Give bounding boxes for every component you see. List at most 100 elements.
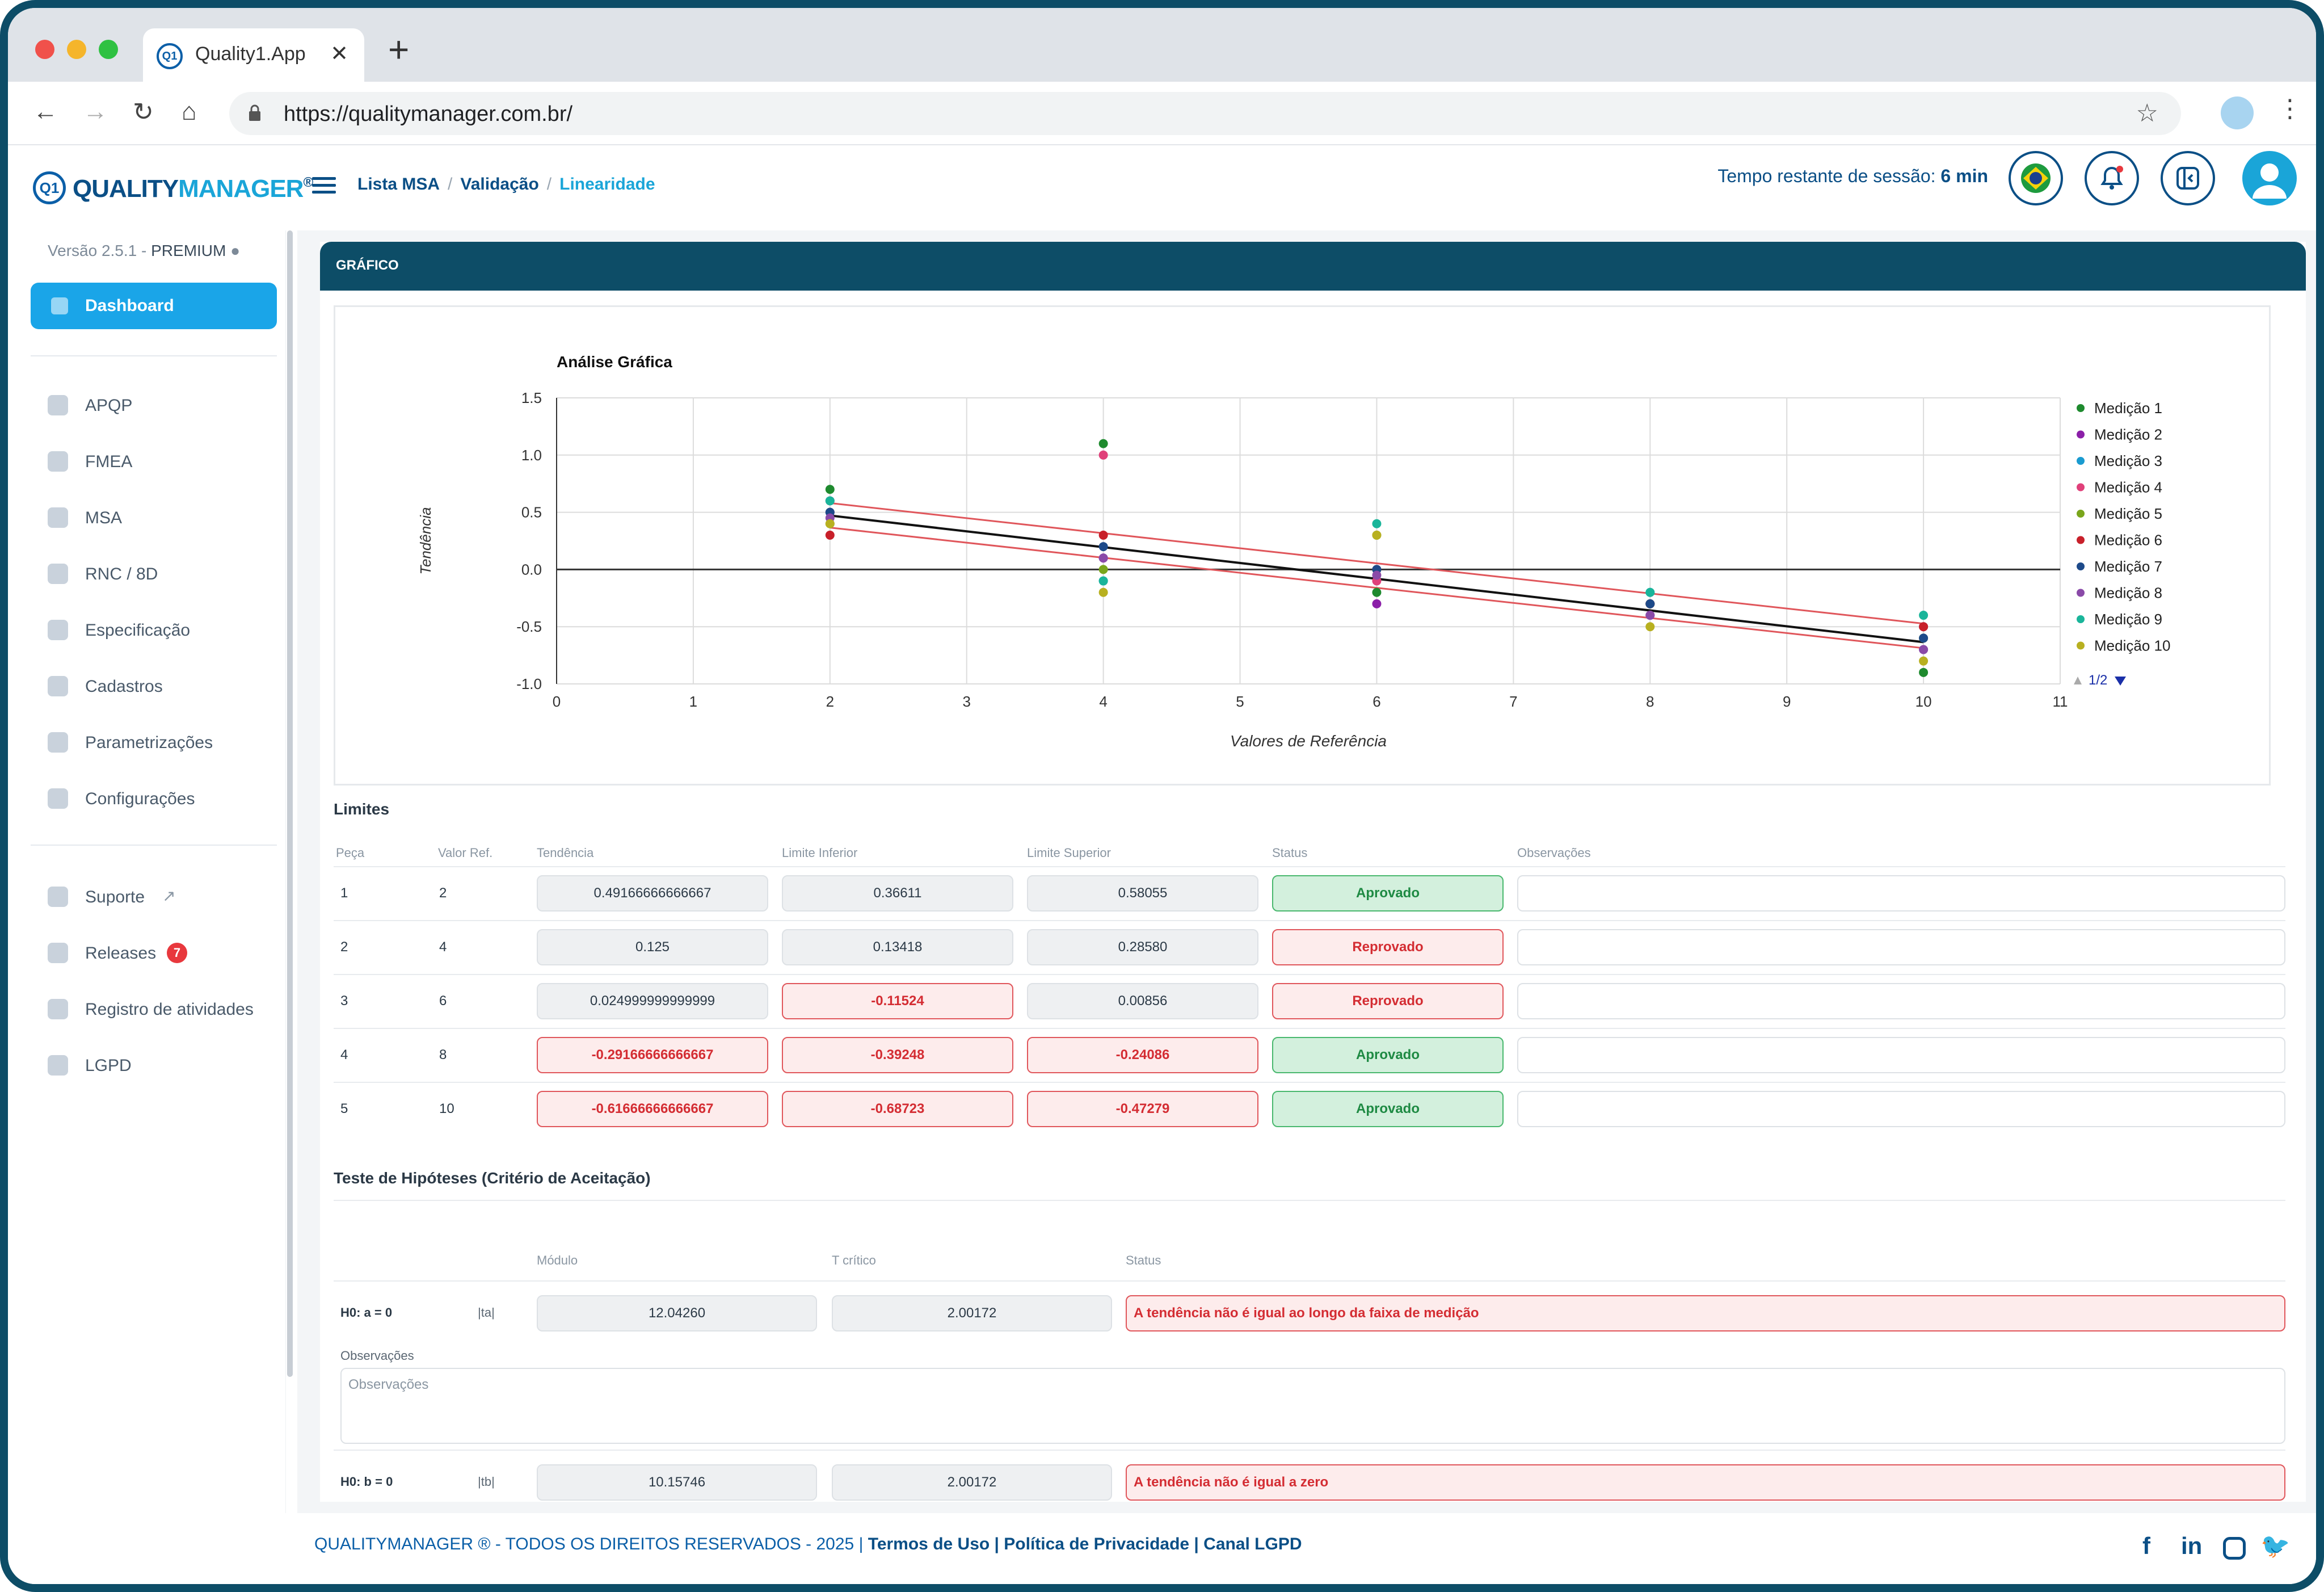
data-point — [1645, 611, 1655, 620]
sidebar-scrollbar[interactable] — [287, 230, 293, 1377]
row-observacoes-input[interactable] — [1517, 1091, 2285, 1127]
browser-toolbar: ← → ↻ ⌂ https://qualitymanager.com.br/ ☆… — [8, 82, 2316, 145]
session-timer: Tempo restante de sessão: 6 min — [1717, 166, 1988, 186]
breadcrumb-lista-msa[interactable]: Lista MSA — [357, 175, 440, 194]
minimize-window-button[interactable] — [67, 40, 86, 59]
sidebar-item-label: APQP — [85, 396, 133, 415]
data-point — [1098, 576, 1108, 586]
row-limite-inferior-field[interactable]: -0.39248 — [782, 1037, 1013, 1073]
h0b-tcritico-field[interactable]: 2.00172 — [832, 1464, 1112, 1501]
back-arrow-icon[interactable]: ← — [33, 98, 58, 125]
row-peca: 3 — [340, 993, 348, 1009]
row-observacoes-input[interactable] — [1517, 1037, 2285, 1073]
sidebar-item-label: Cadastros — [85, 677, 163, 696]
data-point — [1372, 587, 1382, 597]
row-limite-inferior-field[interactable]: -0.11524 — [782, 983, 1013, 1019]
sidebar-item-label: LGPD — [85, 1056, 132, 1075]
row-observacoes-input[interactable] — [1517, 875, 2285, 911]
linkedin-icon[interactable]: in — [2181, 1532, 2203, 1559]
observations-textarea[interactable]: Observações — [340, 1368, 2285, 1444]
h0b-modulo-field[interactable]: 10.15746 — [537, 1464, 817, 1501]
rnc-icon — [48, 564, 68, 584]
user-icon — [2253, 163, 2287, 199]
logo-text: QUALITYMANAGER® — [73, 175, 313, 203]
sidebar-item-dashboard[interactable]: Dashboard — [31, 283, 277, 329]
row-tendencia-field[interactable]: -0.61666666666667 — [537, 1091, 768, 1127]
data-point — [825, 496, 835, 506]
apqp-icon — [48, 395, 68, 415]
row-observacoes-input[interactable] — [1517, 929, 2285, 965]
col-peca: Peça — [336, 846, 365, 860]
sidebar-item-label: MSA — [85, 509, 123, 527]
row-limite-superior-field[interactable]: 0.00856 — [1027, 983, 1258, 1019]
row-limite-superior-field[interactable]: 0.58055 — [1027, 875, 1258, 911]
y-tick-label: -1.0 — [516, 675, 542, 692]
bookmark-star-icon[interactable]: ☆ — [2136, 99, 2158, 127]
row-limite-inferior-field[interactable]: 0.36611 — [782, 875, 1013, 911]
language-flag-button[interactable] — [2009, 151, 2063, 205]
y-tick-label: 0.5 — [521, 504, 542, 521]
sidebar-item-label: Especificação — [85, 621, 191, 640]
breadcrumb-separator: / — [448, 175, 453, 194]
h0a-modulo-field[interactable]: 12.04260 — [537, 1295, 817, 1331]
row-limite-superior-field[interactable]: 0.28580 — [1027, 929, 1258, 965]
main-content: GRÁFICO Análise Gráfica 0 1 2 3 4 5 6 7 8 9 10 11 -1.… — [297, 230, 2316, 1513]
data-point — [1098, 587, 1108, 597]
row-tendencia-field[interactable]: 0.49166666666667 — [537, 875, 768, 911]
instagram-icon[interactable] — [2223, 1537, 2246, 1560]
collapse-panel-button[interactable] — [2161, 151, 2215, 205]
close-window-button[interactable] — [35, 40, 54, 59]
data-point — [1098, 553, 1108, 563]
data-point — [1098, 439, 1108, 448]
x-tick-label: 11 — [2053, 693, 2068, 710]
app-header: Q1 QUALITYMANAGER® Lista MSA / Validação / L… — [8, 145, 2316, 230]
reload-icon[interactable]: ↻ — [133, 98, 154, 126]
row-tendencia-field[interactable]: -0.29166666666667 — [537, 1037, 768, 1073]
row-tendencia-field[interactable]: 0.125 — [537, 929, 768, 965]
hamburger-menu-icon[interactable] — [312, 177, 336, 195]
forward-arrow-icon[interactable]: → — [83, 98, 108, 125]
breadcrumb-validacao[interactable]: Validação — [460, 175, 539, 194]
row-status-badge: Reprovado — [1272, 983, 1504, 1019]
col-limite-inferior: Limite Inferior — [782, 846, 858, 860]
row-limite-superior-field[interactable]: -0.47279 — [1027, 1091, 1258, 1127]
data-point — [1372, 530, 1382, 540]
legend-marker — [2077, 404, 2085, 412]
row-limite-inferior-field[interactable]: 0.13418 — [782, 929, 1013, 965]
twitter-icon[interactable]: 🐦 — [2260, 1532, 2291, 1559]
col-limite-superior: Limite Superior — [1027, 846, 1111, 860]
table-row-divider — [334, 920, 2285, 921]
footer-links[interactable]: Termos de Uso | Política de Privacidade … — [868, 1535, 1302, 1553]
sidebar-item-label: Dashboard — [85, 296, 174, 315]
data-point — [1372, 519, 1382, 528]
row-tendencia-field[interactable]: 0.024999999999999 — [537, 983, 768, 1019]
row-limite-superior-field[interactable]: -0.24086 — [1027, 1037, 1258, 1073]
new-tab-icon[interactable]: + — [388, 29, 410, 70]
brazil-flag-icon — [2021, 163, 2051, 193]
row-valor-ref: 4 — [439, 939, 447, 955]
row-observacoes-input[interactable] — [1517, 983, 2285, 1019]
legend-next-arrow-icon — [2115, 677, 2126, 686]
logo-mark: Q1 — [33, 171, 66, 204]
row-limite-inferior-field[interactable]: -0.68723 — [782, 1091, 1013, 1127]
row-peca: 5 — [340, 1101, 348, 1116]
x-tick-label: 6 — [1372, 693, 1380, 710]
breadcrumb-separator: / — [546, 175, 552, 194]
browser-tab[interactable]: Q1 Quality1.App ✕ — [143, 28, 364, 82]
data-point — [1919, 633, 1929, 643]
legend-label: Medição 3 — [2094, 452, 2162, 469]
legend-label: Medição 1 — [2094, 400, 2162, 417]
browser-profile-icon[interactable] — [2221, 96, 2254, 129]
tab-close-icon[interactable]: ✕ — [330, 42, 348, 66]
home-icon[interactable]: ⌂ — [182, 98, 197, 125]
address-bar[interactable]: https://qualitymanager.com.br/ ☆ — [229, 92, 2181, 135]
url-text: https://qualitymanager.com.br/ — [284, 102, 573, 126]
notifications-button[interactable] — [2085, 151, 2139, 205]
maximize-window-button[interactable] — [99, 40, 118, 59]
h0a-tcritico-field[interactable]: 2.00172 — [832, 1295, 1112, 1331]
facebook-icon[interactable]: f — [2142, 1532, 2150, 1559]
user-avatar[interactable] — [2242, 151, 2297, 205]
h0a-status-message: A tendência não é igual ao longo da faix… — [1126, 1295, 2285, 1331]
browser-menu-icon[interactable]: ⋮ — [2277, 95, 2302, 123]
